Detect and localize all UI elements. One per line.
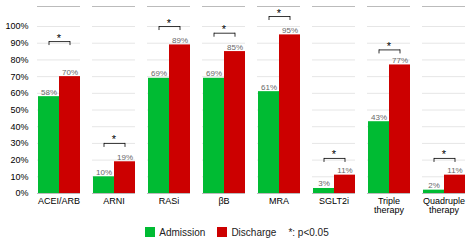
svg-text:60%: 60% [10,88,28,98]
svg-text:69%: 69% [151,69,167,78]
html-text:*: p<0.05: *: p<0.05 [288,226,329,238]
svg-text:11%: 11% [337,166,352,175]
svg-text:30%: 30% [10,138,28,148]
svg-text:ACEI/ARB: ACEI/ARB [38,196,80,206]
svg-text:89%: 89% [172,36,188,45]
svg-text:*: * [277,7,282,19]
svg-text:*: * [442,148,447,160]
svg-text:*: * [222,23,227,35]
svg-text:βB: βB [218,196,229,206]
svg-text:11%: 11% [447,166,462,175]
svg-text:90%: 90% [10,38,28,48]
svg-text:85%: 85% [227,43,243,52]
html-text:Discharge: Discharge [231,226,277,238]
svg-text:43%: 43% [371,113,387,122]
svg-text:*: * [387,40,392,52]
svg-text:*: * [57,32,62,44]
svg-text:61%: 61% [261,83,277,92]
svg-text:ARNI: ARNI [103,196,125,206]
svg-text:Tripletherapy: Tripletherapy [374,196,405,215]
svg-text:*: * [167,17,172,29]
svg-text:10%: 10% [10,172,28,182]
svg-text:80%: 80% [10,55,28,65]
svg-text:3%: 3% [318,179,330,188]
svg-text:77%: 77% [392,56,408,65]
svg-text:95%: 95% [282,26,298,35]
svg-text:40%: 40% [10,122,28,132]
svg-text:20%: 20% [10,155,28,165]
svg-text:SGLT2i: SGLT2i [319,196,349,206]
svg-text:19%: 19% [117,153,133,162]
svg-text:58%: 58% [41,88,57,97]
svg-text:RASi: RASi [159,196,180,206]
svg-text:100%: 100% [5,21,28,31]
svg-text:Quadrupletherapy: Quadrupletherapy [423,196,465,215]
svg-text:69%: 69% [206,69,222,78]
svg-text:2%: 2% [428,181,440,190]
svg-text:*: * [332,148,337,160]
svg-text:10%: 10% [96,168,112,177]
svg-text:70%: 70% [62,68,78,77]
svg-text:*: * [112,133,117,145]
svg-text:0%: 0% [15,188,28,198]
svg-text:70%: 70% [10,72,28,82]
svg-text:MRA: MRA [269,196,289,206]
svg-text:50%: 50% [10,105,28,115]
html-text:Admission: Admission [159,226,206,238]
